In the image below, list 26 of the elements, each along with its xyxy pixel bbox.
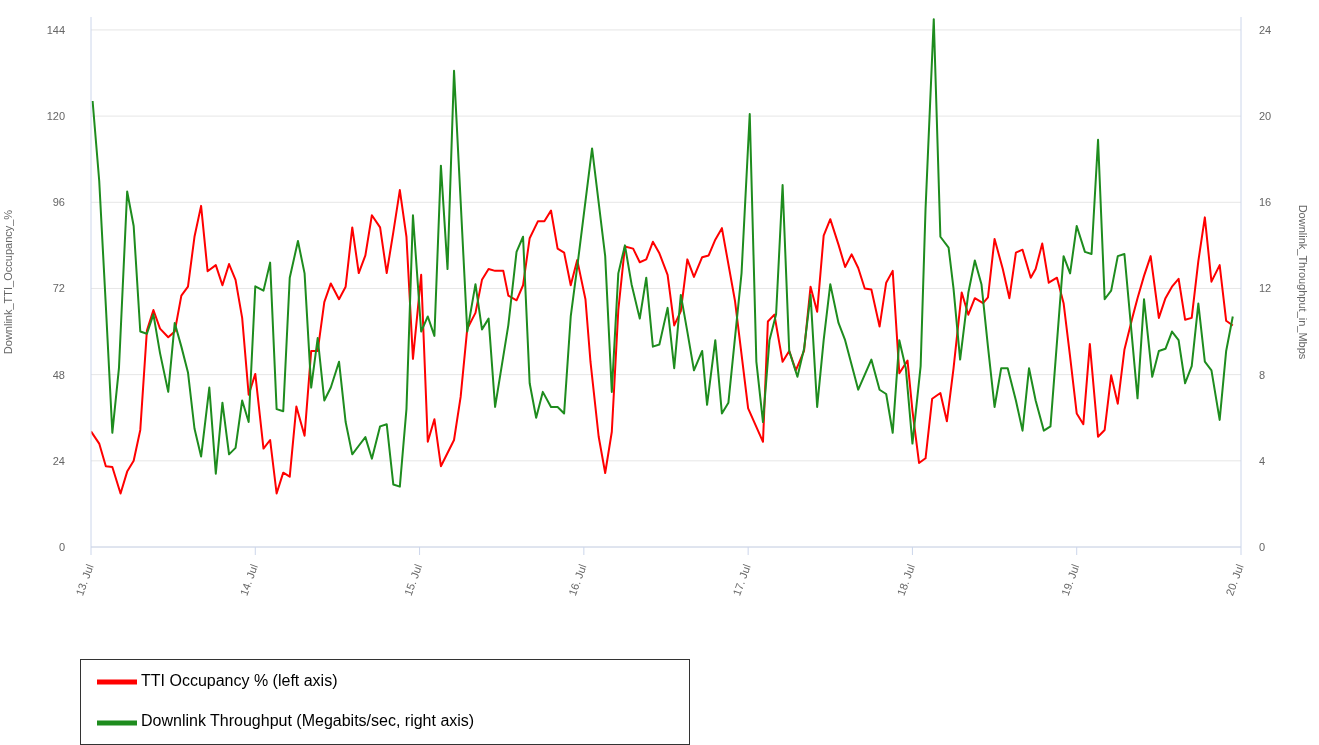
x-tick-label: 20. Jul bbox=[1223, 562, 1246, 598]
y2-tick-label: 4 bbox=[1259, 454, 1266, 467]
y-axis-title: Downlink_TTI_Occupancy_% bbox=[1, 209, 14, 355]
y2-tick-label: 8 bbox=[1259, 368, 1266, 381]
x-tick-label: 18. Jul bbox=[894, 562, 918, 598]
legend-label: TTI Occupancy % (left axis) bbox=[141, 672, 338, 689]
x-tick-label: 13. Jul bbox=[73, 562, 96, 598]
x-tick-label: 15. Jul bbox=[401, 562, 425, 598]
y2-tick-label: 16 bbox=[1259, 196, 1272, 209]
x-tick-label: 19. Jul bbox=[1058, 562, 1082, 598]
y2-axis-title: Downlink_Throughput_in_Mbps bbox=[1297, 204, 1310, 360]
x-tick-label: 14. Jul bbox=[237, 562, 260, 598]
y2-tick-label: 20 bbox=[1259, 110, 1272, 123]
legend-label: Downlink Throughput (Megabits/sec, right axis) bbox=[141, 712, 475, 730]
x-tick-label: 17. Jul bbox=[730, 562, 753, 598]
y-tick-label: 72 bbox=[52, 282, 65, 295]
y-tick-label: 24 bbox=[52, 454, 65, 467]
y2-tick-label: 0 bbox=[1259, 540, 1266, 553]
y-tick-label: 0 bbox=[58, 540, 65, 553]
x-tick-label: 16. Jul bbox=[566, 562, 589, 598]
y-tick-label: 96 bbox=[52, 196, 65, 209]
y-tick-label: 48 bbox=[52, 368, 65, 381]
y2-tick-label: 12 bbox=[1259, 282, 1272, 295]
y-tick-label: 120 bbox=[46, 110, 65, 123]
y2-tick-label: 24 bbox=[1259, 23, 1272, 36]
y-tick-label: 144 bbox=[46, 23, 65, 36]
